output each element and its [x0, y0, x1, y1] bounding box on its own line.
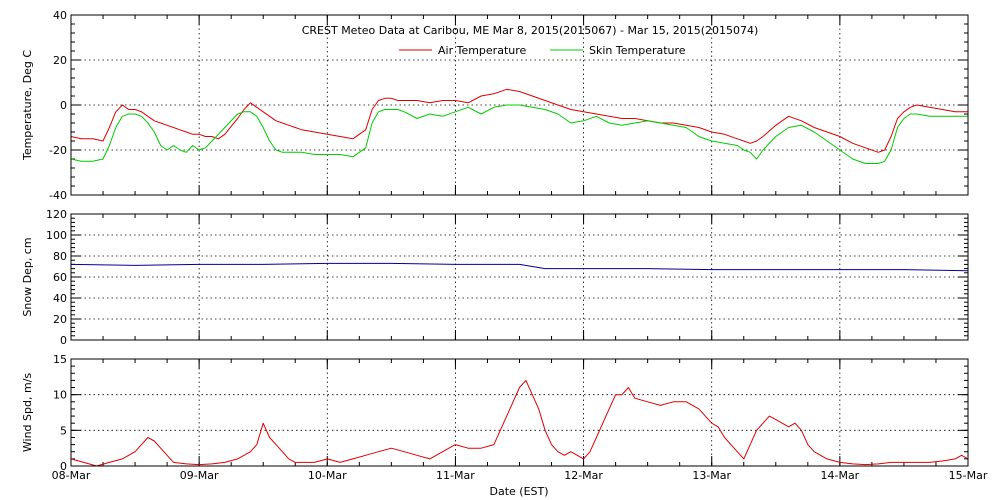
x-tick-label: 13-Mar — [692, 469, 731, 482]
y-axis-label: Wind Spd, m/s — [21, 373, 34, 453]
x-tick-label: 10-Mar — [308, 469, 347, 482]
y-tick-label: 0 — [60, 334, 67, 347]
y-tick-label: 80 — [53, 250, 67, 263]
y-tick-label: 0 — [60, 99, 67, 112]
temperature-panel: -40 -20 0 20 40 Temperature, Deg C — [21, 9, 969, 202]
wind-speed-panel: 0 5 10 15 Wind Spd, m/s — [21, 353, 969, 473]
series-line-skin-temperature — [70, 104, 968, 164]
legend-label-air-temperature: Air Temperature — [438, 44, 527, 57]
y-tick-label: 10 — [53, 389, 67, 402]
x-tick-label: 11-Mar — [436, 469, 475, 482]
y-tick-label: 20 — [53, 54, 67, 67]
y-tick-label: 100 — [46, 229, 67, 242]
y-tick-label: 15 — [53, 353, 67, 366]
x-tick-label: 09-Mar — [180, 469, 219, 482]
y-tick-label: 120 — [46, 208, 67, 221]
x-tick-label: 14-Mar — [820, 469, 859, 482]
plot-frame — [70, 14, 969, 196]
plot-frame — [70, 213, 969, 341]
y-axis-label: Snow Dep, cm — [21, 237, 34, 316]
x-tick-label: 08-Mar — [52, 469, 91, 482]
snow-depth-panel: 0 20 40 60 80 100 120 Snow Dep, cm — [21, 208, 969, 347]
x-tick-label: 12-Mar — [564, 469, 603, 482]
series-line-air-temperature — [70, 88, 968, 153]
snow-depth-line — [70, 262, 969, 272]
y-tick-label: -40 — [49, 189, 67, 202]
y-tick-label: 0 — [60, 460, 67, 473]
y-tick-label: 5 — [60, 424, 67, 437]
chart-title: CREST Meteo Data at Caribou, ME Mar 8, 2… — [302, 24, 759, 37]
x-tick-label: 15-Mar — [949, 469, 988, 482]
y-tick-label: 40 — [53, 292, 67, 305]
y-axis-label: Temperature, Deg C — [21, 50, 34, 161]
y-tick-label: 20 — [53, 313, 67, 326]
plot-frame — [70, 358, 969, 467]
y-tick-label: -20 — [49, 144, 67, 157]
wind-speed-line — [70, 379, 969, 467]
y-tick-label: 40 — [53, 9, 67, 22]
legend: Air Temperature Skin Temperature — [399, 44, 686, 57]
legend-label-skin-temperature: Skin Temperature — [589, 44, 686, 57]
y-tick-label: 60 — [53, 271, 67, 284]
x-axis-label: Date (EST) — [489, 485, 548, 498]
